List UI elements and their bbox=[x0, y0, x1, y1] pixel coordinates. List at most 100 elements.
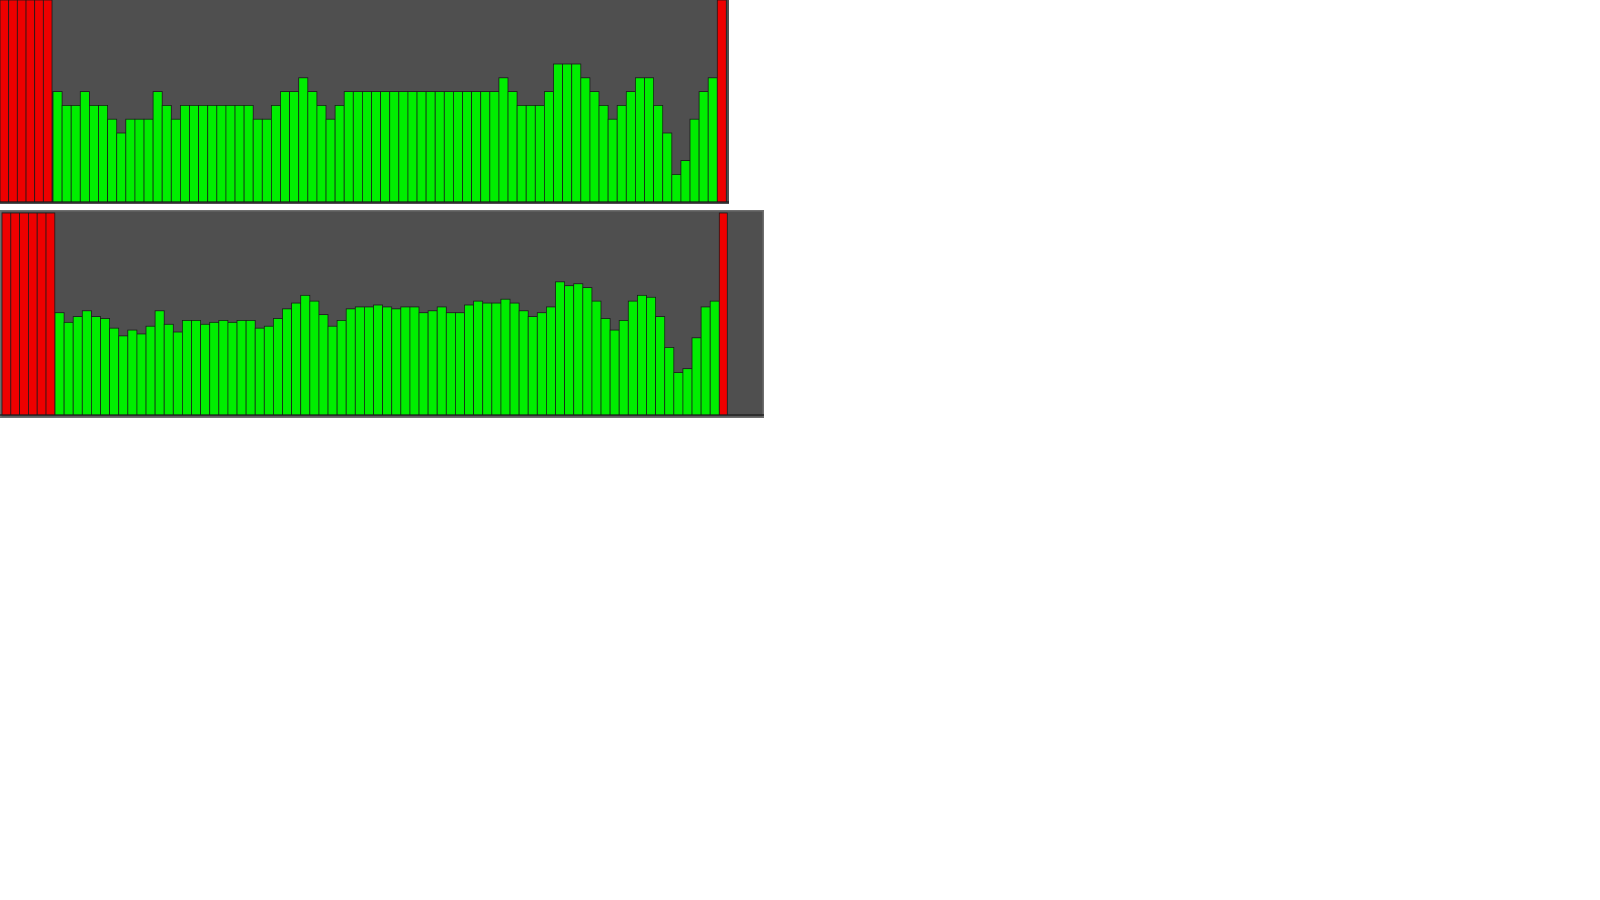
histogram-bar bbox=[70, 105, 81, 203]
histogram-bar bbox=[625, 91, 636, 203]
histogram-bar bbox=[81, 310, 92, 416]
histogram-bar bbox=[280, 91, 291, 203]
histogram-bar bbox=[689, 118, 700, 203]
histogram-bar bbox=[334, 105, 345, 203]
histogram-bar bbox=[52, 91, 63, 203]
histogram-bar bbox=[263, 325, 274, 416]
histogram-bar bbox=[536, 312, 547, 416]
histogram-bar bbox=[373, 304, 384, 416]
plot-frame bbox=[0, 210, 764, 418]
red-marker-bar bbox=[42, 0, 53, 203]
histogram-bar bbox=[116, 132, 127, 203]
histogram-bar bbox=[145, 325, 156, 416]
histogram-bar bbox=[382, 306, 393, 416]
histogram-bar bbox=[409, 306, 420, 416]
histogram-bar bbox=[682, 368, 693, 416]
histogram-bar bbox=[498, 77, 509, 203]
histogram-bar bbox=[707, 77, 718, 203]
histogram-bar bbox=[181, 320, 192, 416]
histogram-bar bbox=[635, 77, 645, 203]
histogram-bar bbox=[691, 337, 702, 416]
histogram-bar bbox=[245, 320, 256, 416]
histogram-bar bbox=[318, 314, 329, 416]
histogram-bar bbox=[300, 294, 311, 416]
histogram-bar bbox=[564, 285, 575, 416]
red-marker-bar bbox=[0, 0, 10, 203]
histogram-bar bbox=[380, 91, 391, 203]
histogram-bar bbox=[218, 320, 229, 416]
histogram-bar bbox=[653, 105, 664, 203]
histogram-chart-top bbox=[0, 0, 729, 204]
histogram-bar bbox=[527, 316, 538, 416]
histogram-bar bbox=[700, 306, 711, 416]
histogram-bar bbox=[307, 91, 318, 203]
histogram-bar bbox=[680, 160, 691, 203]
histogram-bar bbox=[309, 300, 320, 416]
histogram-bar bbox=[482, 302, 493, 416]
histogram-bar bbox=[400, 306, 411, 416]
histogram-bar bbox=[216, 105, 227, 203]
histogram-bar bbox=[209, 321, 220, 416]
histogram-bar bbox=[562, 63, 573, 203]
histogram-bar bbox=[118, 335, 129, 416]
histogram-bar bbox=[298, 77, 309, 203]
histogram-bar bbox=[272, 318, 283, 416]
red-marker-bar bbox=[1, 212, 12, 416]
histogram-bar bbox=[254, 327, 265, 416]
histogram-bar bbox=[54, 312, 65, 416]
red-marker-bar-end bbox=[718, 212, 728, 416]
histogram-bar bbox=[673, 372, 684, 416]
histogram-bar bbox=[100, 318, 111, 416]
histogram-bar bbox=[107, 118, 118, 203]
histogram-bar bbox=[507, 91, 518, 203]
histogram-bar bbox=[389, 91, 400, 203]
histogram-bar bbox=[343, 91, 354, 203]
histogram-bar bbox=[616, 105, 627, 203]
histogram-bar bbox=[489, 91, 500, 203]
histogram-bar bbox=[573, 283, 584, 416]
histogram-bar bbox=[179, 105, 190, 203]
histogram-bar bbox=[261, 118, 272, 203]
histogram-bar bbox=[637, 294, 647, 416]
histogram-bar bbox=[72, 316, 83, 416]
histogram-bar bbox=[361, 91, 372, 203]
histogram-bar bbox=[571, 63, 582, 203]
histogram-bar bbox=[161, 105, 172, 203]
histogram-bar bbox=[425, 91, 436, 203]
histogram-bar bbox=[555, 281, 566, 416]
histogram-bar bbox=[553, 63, 564, 203]
chart-top-svg bbox=[0, 0, 729, 204]
histogram-bar bbox=[655, 316, 666, 416]
histogram-bar bbox=[225, 105, 236, 203]
histogram-bar bbox=[61, 105, 72, 203]
histogram-bar bbox=[627, 300, 638, 416]
histogram-bar bbox=[98, 105, 109, 203]
histogram-bar bbox=[198, 105, 209, 203]
histogram-bar bbox=[134, 118, 145, 203]
histogram-bar bbox=[525, 105, 536, 203]
histogram-bar bbox=[464, 304, 475, 416]
histogram-bar bbox=[609, 329, 620, 416]
histogram-bar bbox=[143, 118, 154, 203]
histogram-bar bbox=[207, 105, 218, 203]
red-marker-bar bbox=[8, 0, 18, 203]
histogram-bar bbox=[580, 77, 591, 203]
histogram-bar bbox=[91, 316, 101, 416]
histogram-bar bbox=[671, 173, 682, 203]
histogram-bar bbox=[127, 329, 138, 416]
histogram-bar bbox=[436, 306, 447, 416]
histogram-bar bbox=[391, 308, 402, 416]
histogram-bar bbox=[407, 91, 418, 203]
red-marker-bar bbox=[27, 212, 38, 416]
histogram-bar bbox=[534, 105, 545, 203]
histogram-bar bbox=[418, 312, 429, 416]
histogram-bar bbox=[234, 105, 245, 203]
histogram-bar bbox=[591, 300, 602, 416]
red-marker-bar bbox=[36, 212, 47, 416]
histogram-bar bbox=[172, 331, 183, 416]
histogram-bar bbox=[500, 298, 511, 416]
histogram-bar bbox=[270, 105, 281, 203]
histogram-bar bbox=[600, 318, 611, 416]
red-marker-bar bbox=[45, 212, 56, 416]
histogram-bar bbox=[125, 118, 136, 203]
